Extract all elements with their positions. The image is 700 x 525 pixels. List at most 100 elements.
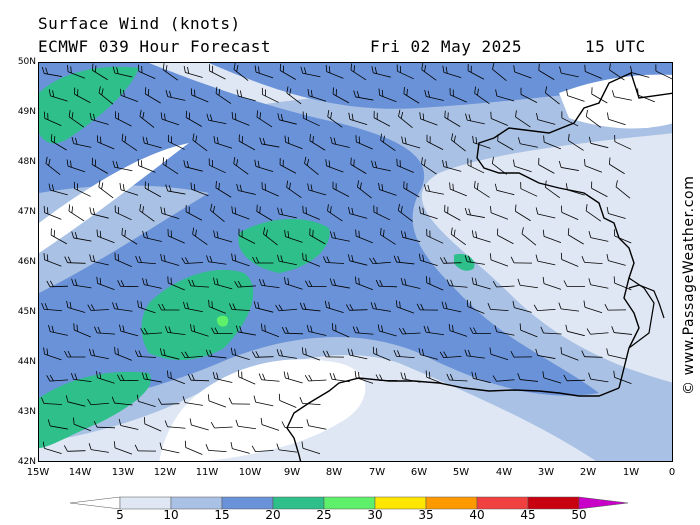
wind-barb-feather <box>426 276 428 283</box>
wind-barb <box>400 277 421 289</box>
wind-barb <box>466 299 485 314</box>
wind-barb-feather <box>114 346 116 354</box>
wind-barb-shaft <box>443 71 462 79</box>
wind-barb <box>563 374 586 382</box>
wind-barb <box>306 324 327 336</box>
wind-barb-feather <box>254 65 257 73</box>
wind-barb-feather <box>281 326 286 334</box>
wind-barb <box>70 372 92 382</box>
wind-barb-shaft <box>426 190 444 195</box>
wind-barb-feather <box>228 397 233 405</box>
wind-barb-feather <box>182 396 186 403</box>
wind-barb <box>469 327 491 334</box>
wind-barb <box>300 66 321 78</box>
wind-barb-feather <box>257 302 260 309</box>
wind-barb-shaft <box>186 117 202 127</box>
wind-barb-feather <box>235 419 239 427</box>
wind-barb-feather <box>44 303 48 310</box>
wind-barb <box>348 207 368 219</box>
wind-barb <box>278 393 297 408</box>
wind-barb-shaft <box>473 377 491 384</box>
wind-barb-feather <box>400 372 404 379</box>
wind-barb <box>418 253 438 267</box>
wind-barb <box>138 64 156 80</box>
wind-barb-feather <box>234 348 237 356</box>
wind-barb <box>584 159 603 173</box>
wind-barb-shaft <box>373 353 391 361</box>
wind-barb <box>607 112 626 126</box>
wind-barb-shaft <box>450 233 467 246</box>
wind-barb-shaft <box>450 94 467 103</box>
wind-barb-shaft <box>73 423 92 432</box>
wind-barb-feather <box>93 420 98 428</box>
wind-barb-feather <box>611 326 615 333</box>
wind-barb-shaft <box>349 118 368 126</box>
wind-barb-feather <box>142 278 145 285</box>
wind-barb-shaft <box>326 71 344 79</box>
wind-barb-feather <box>97 326 101 334</box>
wind-barb-shaft <box>615 186 631 199</box>
wind-barb-feather <box>308 280 313 287</box>
wind-barb-shaft <box>232 259 250 267</box>
wind-barb <box>489 347 509 361</box>
colorbar-tick: 50 <box>571 508 587 522</box>
wind-barb-feather <box>101 88 104 96</box>
wind-barb-feather <box>93 113 96 121</box>
wind-barb-feather <box>474 180 476 188</box>
wind-barb-shaft <box>115 353 132 361</box>
wind-barb-feather <box>134 350 139 357</box>
wind-barb-feather <box>231 111 234 119</box>
wind-barb <box>259 137 280 148</box>
wind-barb-shaft <box>496 189 515 196</box>
wind-barb-shaft <box>303 117 320 127</box>
wind-barb-feather <box>119 88 122 96</box>
wind-barb <box>585 109 601 128</box>
wind-barb-feather <box>209 64 210 71</box>
wind-barb-feather <box>396 64 398 72</box>
wind-barb <box>585 204 602 222</box>
wind-barb-feather <box>184 257 189 264</box>
wind-barb-shaft <box>567 330 585 337</box>
wind-barb-feather <box>136 394 139 402</box>
wind-barb-feather <box>214 327 219 334</box>
wind-barb-shaft <box>49 379 69 382</box>
wind-band-20-25-a <box>39 66 139 144</box>
wind-map[interactable] <box>38 62 673 462</box>
lon-label: 6W <box>410 467 428 478</box>
wind-barb-shaft <box>473 283 491 290</box>
lon-label: 13W <box>111 467 135 478</box>
wind-barb-shaft <box>537 355 556 359</box>
wind-barb-feather <box>120 280 125 287</box>
wind-barb <box>46 374 69 382</box>
wind-barb-shaft <box>73 237 92 242</box>
wind-barb-feather <box>211 159 213 167</box>
wind-barb-shaft <box>326 165 344 173</box>
wind-barb-shaft <box>167 376 186 385</box>
wind-barb <box>71 137 92 148</box>
wind-barb-feather <box>232 303 236 310</box>
wind-barb-shaft <box>585 71 602 79</box>
wind-barb <box>307 89 327 102</box>
wind-barb-feather <box>345 304 350 311</box>
wind-barb-shaft <box>50 95 68 102</box>
wind-speed-colorbar <box>70 496 629 510</box>
wind-barb-feather <box>121 228 123 235</box>
wind-barb-feather <box>261 323 263 331</box>
wind-barb-shaft <box>209 70 226 80</box>
wind-barb-feather <box>512 301 515 308</box>
wind-barb-feather <box>183 160 186 167</box>
colorbar-tick: 10 <box>163 508 179 522</box>
wind-barb <box>370 302 391 312</box>
wind-barb-feather <box>170 230 172 238</box>
colorbar-tick: 25 <box>316 508 332 522</box>
wind-barb-feather <box>468 208 471 216</box>
wind-barb <box>567 228 584 245</box>
wind-barb-feather <box>423 184 427 191</box>
wind-barb <box>355 135 373 150</box>
wind-barb-feather <box>73 417 75 425</box>
wind-barb-feather <box>581 256 585 263</box>
wind-barb-feather <box>443 351 448 358</box>
wind-barb-shaft <box>544 186 561 199</box>
wind-barb <box>325 159 344 173</box>
wind-barb-feather <box>614 134 616 142</box>
